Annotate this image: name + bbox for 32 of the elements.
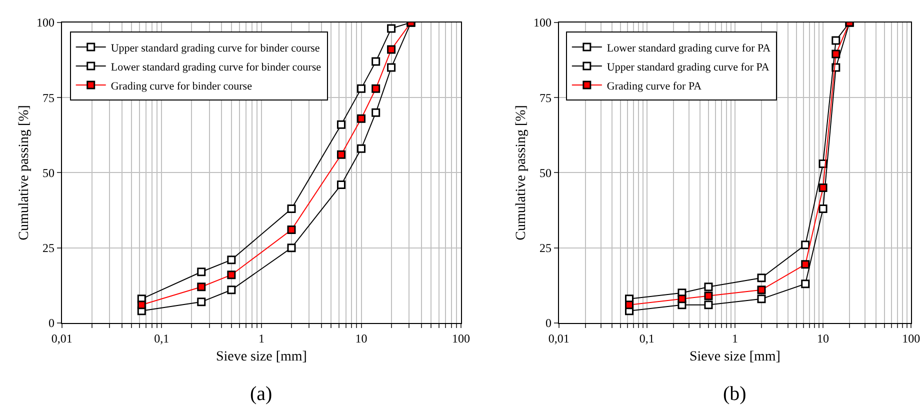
text: (a) (250, 383, 272, 405)
legend-label: Upper standard grading curve for PA (606, 61, 770, 74)
legend-label: Lower standard grading curve for PA (606, 42, 771, 54)
x-tick-label: 10 (817, 331, 830, 346)
x-tick-label: 10 (355, 331, 368, 346)
legend-label: Upper standard grading curve for binder course (110, 42, 320, 54)
y-axis-title: Cumulative passing [%] (514, 105, 530, 240)
x-tick-label: 1 (258, 331, 264, 346)
x-tick-label: 0,01 (548, 331, 570, 346)
y-tick-label: 0 (545, 316, 552, 330)
x-tick-label: 100 (902, 331, 920, 346)
x-tick-label: 1 (732, 331, 738, 346)
x-tick-label: 0,01 (51, 331, 72, 346)
text: (b) (723, 383, 746, 405)
x-tick-label: 0,1 (154, 331, 170, 346)
y-tick-label: 25 (42, 241, 54, 256)
legend-label: Grading curve for binder course (110, 80, 252, 92)
y-tick-label: 100 (36, 16, 54, 30)
x-tick-label: 0,1 (639, 331, 654, 346)
x-axis-title: Sieve size [mm] (216, 350, 307, 365)
legend-label: Grading curve for PA (606, 80, 702, 92)
y-tick-label: 100 (533, 16, 552, 30)
y-tick-label: 25 (539, 241, 552, 256)
y-tick-label: 50 (42, 166, 54, 180)
y-tick-label: 75 (539, 90, 552, 105)
x-axis-title: Sieve size [mm] (689, 350, 780, 365)
x-tick-label: 100 (452, 331, 470, 346)
y-axis-title: Cumulative passing [%] (17, 105, 32, 240)
y-tick-label: 75 (42, 90, 54, 105)
y-tick-label: 50 (539, 166, 552, 180)
y-tick-label: 0 (48, 316, 54, 330)
legend-label: Lower standard grading curve for binder course (110, 61, 322, 74)
